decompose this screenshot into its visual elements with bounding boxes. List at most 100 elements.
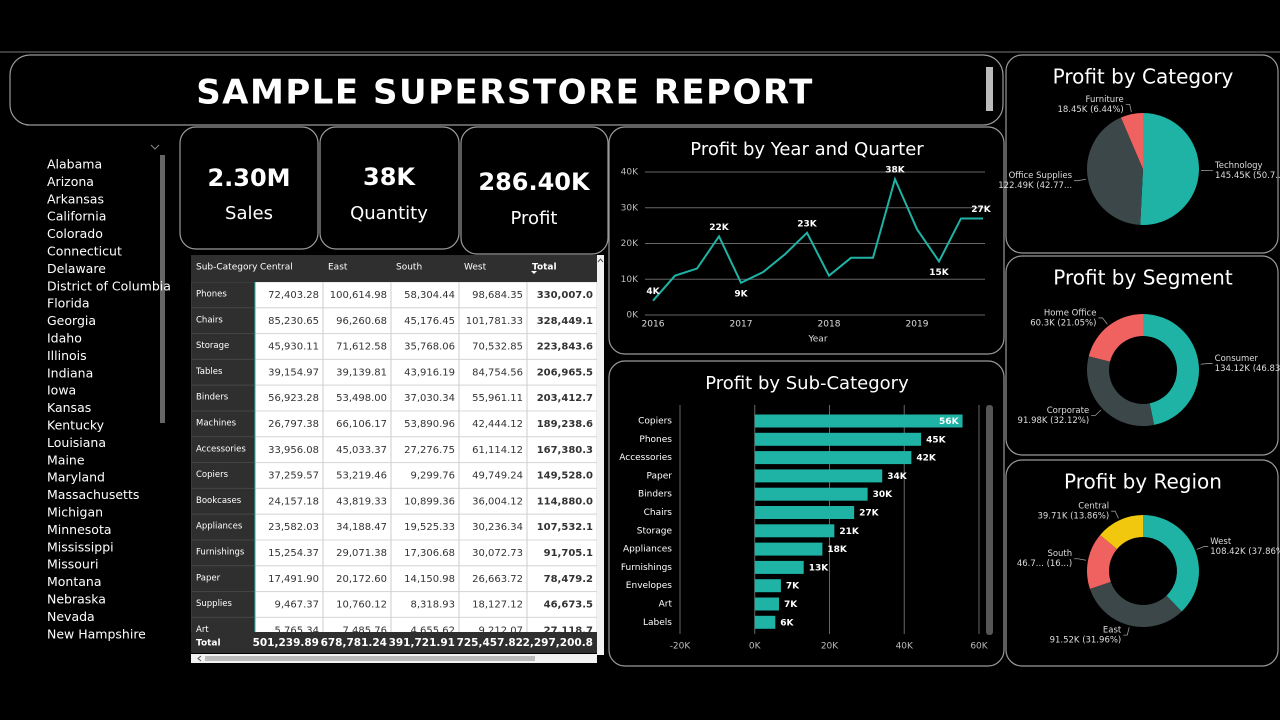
slicer-item[interactable]: Mississippi (47, 539, 114, 554)
slicer-item[interactable]: Idaho (47, 331, 82, 346)
line-panel (608, 126, 1005, 355)
bar (754, 615, 776, 629)
data-label: 34K (887, 472, 908, 482)
total-cell: 678,781.24 (321, 637, 387, 649)
slicer-item[interactable]: Kansas (47, 400, 91, 415)
cell: 10,899.36 (404, 496, 455, 507)
kpi-value: 2.30M (207, 164, 290, 192)
cell: 26,797.38 (268, 419, 319, 430)
slicer-item[interactable]: Michigan (47, 505, 103, 520)
scroll-arrow (197, 655, 202, 662)
pie-panel (1005, 459, 1279, 667)
report-title: SAMPLE SUPERSTORE REPORT (196, 73, 814, 113)
leader-line (1123, 627, 1130, 636)
y-tick-label: 40K (621, 168, 639, 178)
slicer-item[interactable]: Connecticut (47, 244, 122, 259)
chart-title: Profit by Category (1053, 65, 1234, 89)
leader-line (1098, 317, 1108, 325)
slice-name: Technology (1214, 161, 1263, 171)
slicer-item[interactable]: Florida (47, 296, 90, 311)
cell: 18,127.12 (472, 600, 523, 611)
sort-arrow (531, 271, 537, 274)
x-tick-label: 2016 (642, 320, 665, 330)
slicer-item[interactable]: Nevada (47, 609, 95, 624)
slicer-item[interactable]: Indiana (47, 365, 93, 380)
chart-title: Profit by Year and Quarter (690, 139, 924, 160)
cell: 70,532.85 (472, 342, 523, 353)
slicer-item[interactable]: Alabama (47, 157, 102, 172)
row-label-cell (191, 358, 256, 386)
row-label: Paper (196, 573, 221, 583)
slicer-item[interactable]: Kentucky (47, 418, 105, 433)
cell: 9,467.37 (274, 600, 319, 611)
bar-scrollbar[interactable] (986, 405, 993, 635)
data-label: 56K (939, 417, 960, 427)
slicer-item[interactable]: District of Columbia (47, 278, 171, 293)
y-tick-label: Storage (637, 526, 673, 536)
slice (1089, 581, 1182, 627)
y-tick-label: Chairs (644, 508, 673, 518)
slicer-item[interactable]: Maryland (47, 470, 105, 485)
bar (754, 542, 823, 556)
scroll-thumb (986, 67, 993, 111)
slicer-item[interactable]: Illinois (47, 348, 87, 363)
slicer-item[interactable]: Arizona (47, 174, 94, 189)
y-tick-label: Accessories (619, 453, 672, 463)
cell: 30,236.34 (472, 522, 523, 533)
slicer-item[interactable]: Arkansas (47, 191, 104, 206)
slicer-item[interactable]: New Hampshire (47, 626, 146, 641)
row-label: Copiers (196, 470, 229, 480)
slicer-item[interactable]: Louisiana (47, 435, 106, 450)
slice (1086, 356, 1155, 427)
slicer-item[interactable]: Montana (47, 574, 102, 589)
slicer-scrollbar[interactable] (160, 155, 165, 423)
slicer-item[interactable]: Maine (47, 452, 85, 467)
leader-line (1111, 510, 1119, 519)
cell: 4,655.62 (410, 625, 455, 636)
slice-name: Consumer (1215, 354, 1259, 364)
slicer-item[interactable]: Iowa (47, 383, 76, 398)
cell: 9,212.07 (478, 625, 523, 636)
slicer-chevron[interactable] (150, 144, 160, 150)
data-label: 27K (971, 205, 992, 215)
y-tick-label: Labels (643, 618, 672, 628)
slicer-item[interactable]: California (47, 209, 106, 224)
kpi-card (319, 126, 460, 250)
cell: 85,230.65 (268, 316, 319, 327)
slicer-item[interactable]: Missouri (47, 557, 98, 572)
x-tick-label: 2017 (730, 320, 753, 330)
slice (1087, 534, 1117, 589)
slice (1140, 113, 1199, 225)
cell: 14,150.98 (404, 574, 455, 585)
leader-line (1074, 558, 1087, 561)
state-slicer[interactable]: Alabama Arizona Arkansas California Colorado… (47, 157, 171, 642)
slice-label: 39.71K (13.86%) (1037, 512, 1109, 522)
slice-label: 108.42K (37.86%) (1210, 547, 1280, 557)
data-label: 4K (646, 287, 660, 297)
cell: 45,176.45 (404, 316, 455, 327)
slicer-item[interactable]: Massachusetts (47, 487, 139, 502)
kpi-label: Profit (511, 208, 558, 229)
row-label-cell (191, 333, 256, 360)
slicer-item[interactable]: Delaware (47, 261, 106, 276)
slicer-item[interactable]: Nebraska (47, 592, 106, 607)
bar (754, 524, 835, 538)
data-label: 7K (786, 582, 800, 592)
row-label: Phones (196, 290, 227, 300)
slicer-item[interactable]: Minnesota (47, 522, 112, 537)
bar (754, 506, 855, 519)
slice (1120, 113, 1143, 169)
row-cells (254, 591, 597, 618)
cell: 42,444.12 (472, 419, 523, 430)
cell: 45,930.11 (268, 342, 319, 353)
row-cells (254, 487, 597, 515)
slicer-item[interactable]: Colorado (47, 226, 103, 241)
slice-name: East (1103, 626, 1122, 636)
data-label: 22K (709, 223, 730, 233)
data-label: 13K (809, 563, 830, 573)
slicer-item[interactable]: Georgia (47, 313, 96, 328)
cell: 43,819.33 (336, 496, 387, 507)
column-header: Sub-Category (196, 263, 258, 273)
